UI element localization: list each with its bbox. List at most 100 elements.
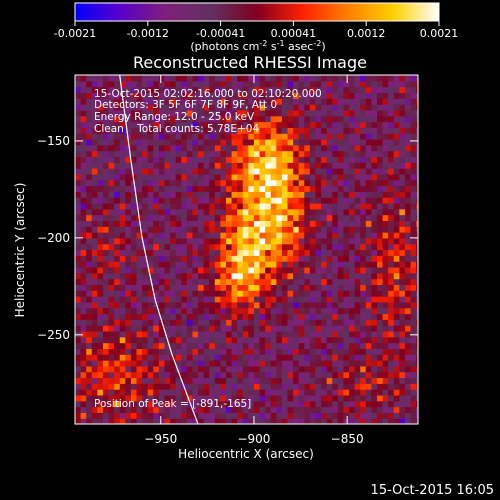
heatmap-cell — [91, 278, 98, 285]
heatmap-cell — [382, 173, 389, 181]
heatmap-cell — [326, 121, 333, 128]
heatmap-cell — [332, 255, 339, 262]
heatmap-cell — [382, 80, 389, 88]
heatmap-cell — [332, 232, 339, 239]
heatmap-cell — [293, 342, 300, 349]
heatmap-cell — [86, 109, 93, 117]
heatmap-cell — [287, 325, 294, 332]
heatmap-cell — [192, 80, 199, 88]
heatmap-cell — [326, 383, 333, 390]
heatmap-cell — [181, 325, 188, 332]
heatmap-cell — [293, 394, 300, 402]
heatmap-cell — [393, 226, 400, 233]
heatmap-cell — [371, 185, 378, 192]
heatmap-cell — [231, 371, 238, 379]
heatmap-cell — [321, 121, 328, 128]
heatmap-cell — [231, 179, 238, 187]
heatmap-cell — [354, 336, 361, 344]
heatmap-cell — [410, 301, 417, 309]
heatmap-cell — [309, 168, 317, 175]
heatmap-cell — [164, 226, 171, 233]
heatmap-cell — [416, 150, 418, 158]
heatmap-cell — [158, 208, 166, 216]
heatmap-cell — [270, 255, 277, 262]
heatmap-cell — [175, 150, 182, 158]
heatmap-cell — [315, 162, 322, 169]
heatmap-cell — [181, 75, 188, 82]
heatmap-cell — [321, 115, 328, 123]
heatmap-cell — [108, 371, 115, 379]
heatmap-cell — [97, 115, 104, 123]
heatmap-cell — [404, 284, 412, 291]
heatmap-cell — [181, 162, 188, 169]
heatmap-cell — [102, 330, 110, 338]
heatmap-cell — [231, 173, 238, 181]
heatmap-cell — [293, 266, 300, 274]
heatmap-cell — [203, 86, 210, 94]
heatmap-cell — [371, 290, 378, 297]
heatmap-cell — [270, 115, 277, 123]
heatmap-cell — [164, 150, 171, 158]
heatmap-cell — [298, 354, 305, 361]
heatmap-cell — [326, 307, 333, 315]
heatmap-cell — [158, 412, 166, 419]
colorbar-tick-label: 0.0012 — [347, 27, 386, 40]
heatmap-cell — [102, 383, 110, 390]
heatmap-cell — [337, 144, 345, 152]
heatmap-cell — [203, 80, 210, 88]
heatmap-cell — [119, 104, 126, 111]
heatmap-cell — [209, 354, 216, 361]
heatmap-cell — [136, 330, 143, 338]
heatmap-cell — [75, 75, 82, 82]
heatmap-cell — [382, 249, 389, 256]
heatmap-cell — [242, 185, 249, 192]
heatmap-cell — [237, 371, 244, 379]
heatmap-cell — [86, 360, 93, 367]
heatmap-cell — [265, 383, 272, 390]
heatmap-cell — [153, 290, 160, 297]
heatmap-cell — [253, 266, 261, 274]
heatmap-cell — [242, 255, 249, 262]
heatmap-cell — [287, 394, 294, 402]
heatmap-cell — [287, 80, 294, 88]
heatmap-cell — [130, 138, 138, 146]
heatmap-cell — [86, 348, 93, 355]
heatmap-cell — [237, 389, 244, 396]
heatmap-cell — [153, 278, 160, 285]
heatmap-cell — [399, 336, 406, 344]
heatmap-cell — [142, 290, 149, 297]
heatmap-cell — [315, 296, 322, 303]
heatmap-cell — [416, 191, 418, 198]
info-detectors: Detectors: 3F 5F 6F 7F 8F 9F, Att 0 — [94, 99, 277, 111]
heatmap-cell — [388, 168, 395, 175]
heatmap-cell — [315, 220, 322, 227]
heatmap-cell — [225, 354, 233, 361]
heatmap-cell — [304, 115, 311, 123]
heatmap-cell — [287, 307, 294, 315]
heatmap-cell — [108, 162, 115, 169]
heatmap-cell — [321, 226, 328, 233]
heatmap-cell — [309, 394, 317, 402]
heatmap-cell — [382, 342, 389, 349]
heatmap-cell — [225, 389, 233, 396]
heatmap-cell — [315, 412, 322, 419]
heatmap-cell — [119, 365, 126, 373]
heatmap-cell — [108, 412, 115, 419]
heatmap-cell — [304, 109, 311, 117]
heatmap-cell — [198, 191, 205, 198]
heatmap-cell — [130, 133, 138, 140]
heatmap-cell — [114, 232, 121, 239]
heatmap-cell — [343, 383, 350, 390]
heatmap-cell — [198, 109, 205, 117]
heatmap-cell — [209, 121, 216, 128]
heatmap-cell — [125, 214, 132, 222]
heatmap-cell — [315, 394, 322, 402]
heatmap-cell — [354, 150, 361, 158]
heatmap-cell — [75, 365, 82, 373]
heatmap-cell — [125, 360, 132, 367]
heatmap-cell — [102, 191, 110, 198]
heatmap-cell — [114, 389, 121, 396]
heatmap-cell — [237, 232, 244, 239]
heatmap-cell — [147, 197, 154, 204]
heatmap-cell — [298, 266, 305, 274]
